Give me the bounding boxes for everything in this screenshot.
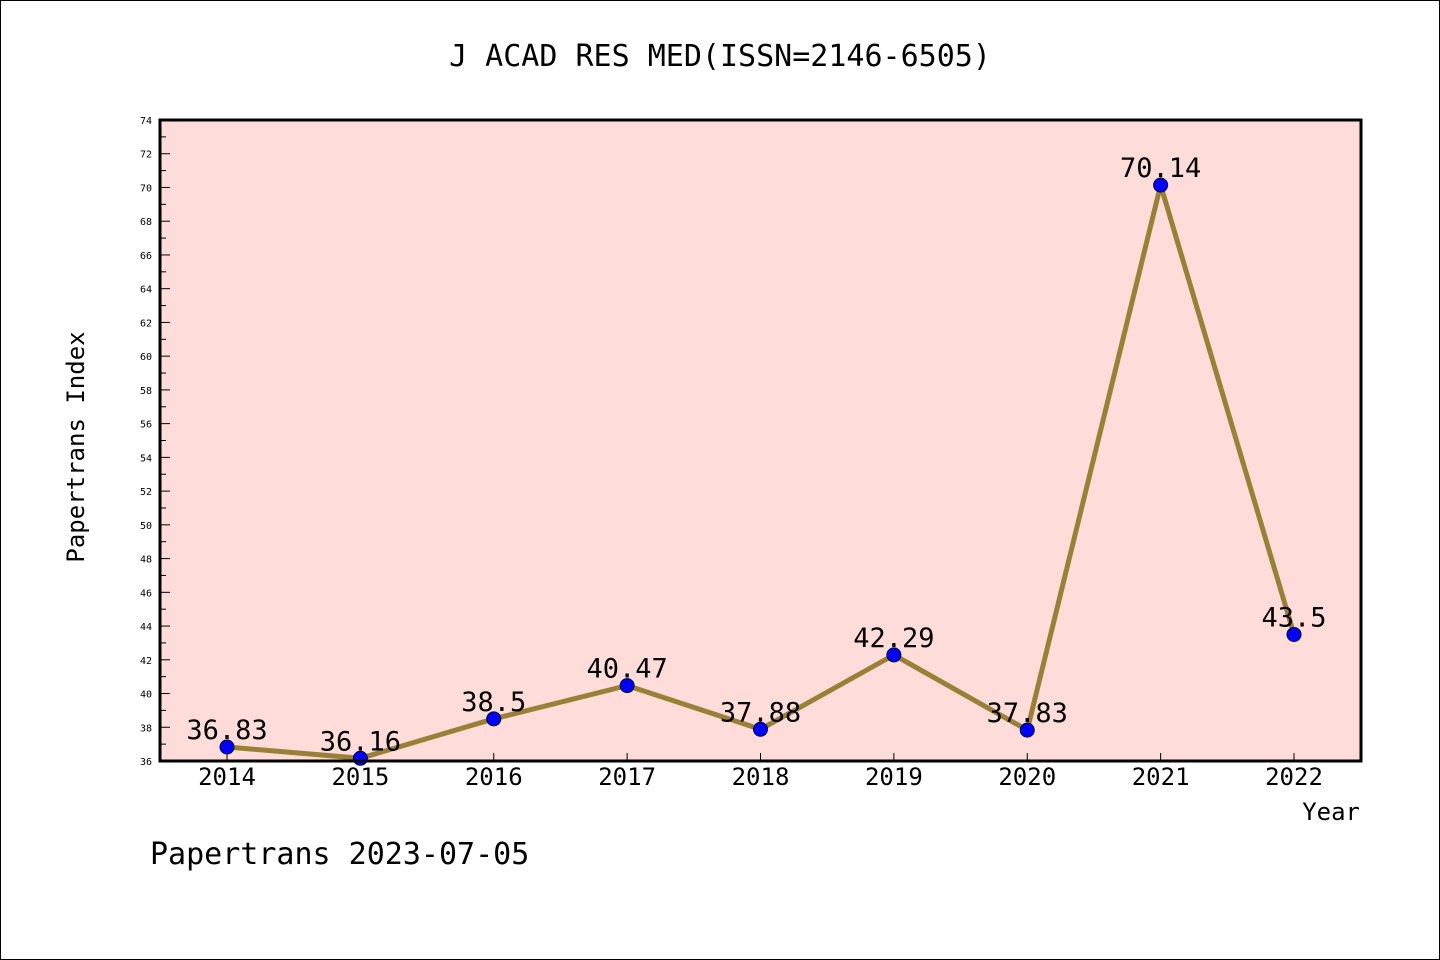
- y-tick-label: 56: [140, 420, 152, 431]
- data-point: [886, 647, 902, 663]
- y-tick-label: 44: [140, 622, 152, 633]
- data-label: 38.5: [461, 687, 526, 718]
- data-point: [486, 711, 502, 727]
- y-tick-label: 40: [140, 690, 152, 701]
- x-axis: 2014 2015 2016 2017 2018 2019 2020 2021 2022: [198, 753, 1323, 791]
- y-tick-label: 50: [140, 521, 152, 532]
- x-tick-label: 2020: [998, 763, 1056, 791]
- y-tick-label: 74: [140, 116, 152, 127]
- data-point: [619, 678, 635, 694]
- data-label: 36.83: [186, 715, 267, 746]
- y-tick-label: 48: [140, 555, 152, 566]
- x-tick-label: 2021: [1132, 763, 1190, 791]
- x-tick-label: 2015: [331, 763, 389, 791]
- y-tick-label: 36: [140, 757, 152, 768]
- footer-caption: Papertrans 2023-07-05: [150, 837, 529, 872]
- chart-title: J ACAD RES MED(ISSN=2146-6505): [449, 39, 991, 74]
- y-tick-label: 46: [140, 588, 152, 599]
- y-tick-label: 52: [140, 487, 152, 498]
- plot-border: [158, 118, 1363, 763]
- data-label: 40.47: [586, 654, 667, 685]
- x-tick-label: 2017: [598, 763, 656, 791]
- x-tick-label: 2016: [465, 763, 523, 791]
- data-point: [219, 739, 235, 755]
- x-axis-title: Year: [1302, 798, 1360, 826]
- plot-area: [160, 120, 1361, 761]
- x-tick-label: 2018: [732, 763, 790, 791]
- y-tick-label: 70: [140, 183, 152, 194]
- x-tick-label: 2014: [198, 763, 256, 791]
- data-point: [1153, 177, 1169, 193]
- y-tick-label: 38: [140, 723, 152, 734]
- y-tick-label: 72: [140, 150, 152, 161]
- data-label: 36.16: [320, 726, 401, 757]
- data-label: 42.29: [853, 623, 934, 654]
- y-tick-label: 58: [140, 386, 152, 397]
- data-label: 37.88: [720, 697, 801, 728]
- y-tick-label: 42: [140, 656, 152, 667]
- data-point: [1019, 722, 1035, 738]
- data-label: 43.5: [1261, 602, 1326, 633]
- y-tick-label: 68: [140, 217, 152, 228]
- y-tick-label: 60: [140, 352, 152, 363]
- y-tick-label: 64: [140, 285, 152, 296]
- y-tick-label: 66: [140, 251, 152, 262]
- x-tick-label: 2022: [1265, 763, 1323, 791]
- y-axis-title: Papertrans Index: [62, 331, 90, 562]
- data-label: 37.83: [987, 698, 1068, 729]
- data-point: [753, 721, 768, 737]
- y-axis: 36 38 40 42 44 46 48 50 52 54 56 58 60 62 64 66 68 70 72 74: [140, 116, 170, 768]
- data-labels: 36.83 36.16 38.5 40.47 37.88 42.29 37.83 70.14 4…: [186, 153, 1326, 757]
- x-tick-label: 2019: [865, 763, 923, 791]
- y-tick-label: 54: [140, 453, 152, 464]
- data-label: 70.14: [1120, 153, 1201, 184]
- y-tick-label: 62: [140, 318, 152, 329]
- data-point: [1286, 626, 1302, 642]
- series: [219, 175, 1302, 766]
